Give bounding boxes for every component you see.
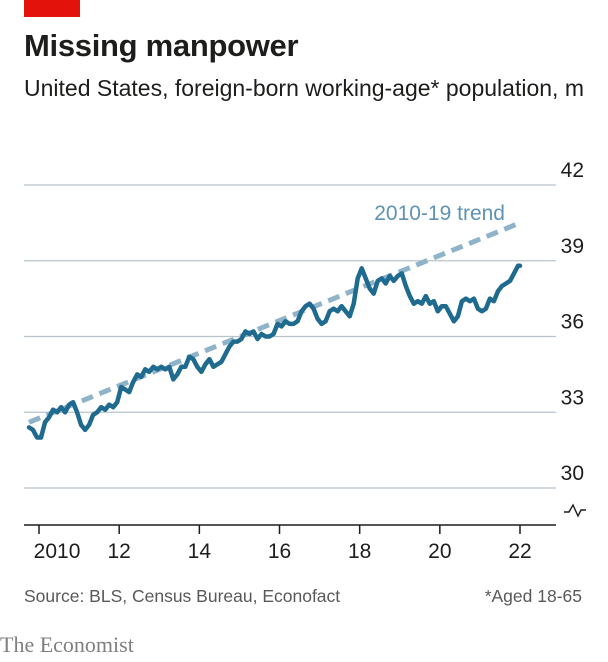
axis-break-icon	[564, 503, 586, 518]
y-tick-labels: 30 33 36 39 42	[561, 159, 584, 485]
x-tick-label-2022: 22	[508, 540, 531, 563]
axis-break-mark	[564, 503, 586, 518]
x-tick-label-2012: 12	[108, 540, 131, 563]
y-tick-label-42: 42	[561, 159, 584, 182]
x-tick-label-2020: 20	[428, 540, 451, 563]
trend-label: 2010-19 trend	[374, 202, 505, 225]
x-tick-label-2014: 14	[188, 540, 212, 563]
y-tick-label-39: 39	[561, 235, 584, 258]
trend-line	[28, 220, 521, 425]
x-axis: 2010 12 14 16 18 20 22	[24, 524, 556, 563]
y-tick-label-33: 33	[561, 386, 584, 409]
economist-red-tag	[24, 0, 80, 17]
x-tick-label-2010: 2010	[34, 540, 81, 563]
footnote: *Aged 18-65	[484, 586, 582, 606]
gridlines	[24, 184, 556, 489]
y-tick-label-36: 36	[561, 311, 584, 334]
brand-logo: The Economist	[0, 632, 134, 657]
source-note: Source: BLS, Census Bureau, Econofact	[24, 586, 341, 606]
line-chart: 30 33 36 39 42 2010 12 14 16 18 20 22 2010-19 tren…	[24, 159, 586, 563]
chart-title: Missing manpower	[24, 28, 299, 63]
population-line	[26, 263, 523, 440]
series-layer	[26, 220, 523, 440]
x-tick-label-2018: 18	[348, 540, 371, 563]
y-tick-label-30: 30	[561, 462, 584, 485]
x-tick-label-2016: 16	[268, 540, 291, 563]
chart-subtitle: United States, foreign-born working-age*…	[24, 75, 584, 101]
annotations: 2010-19 trend	[374, 202, 505, 225]
